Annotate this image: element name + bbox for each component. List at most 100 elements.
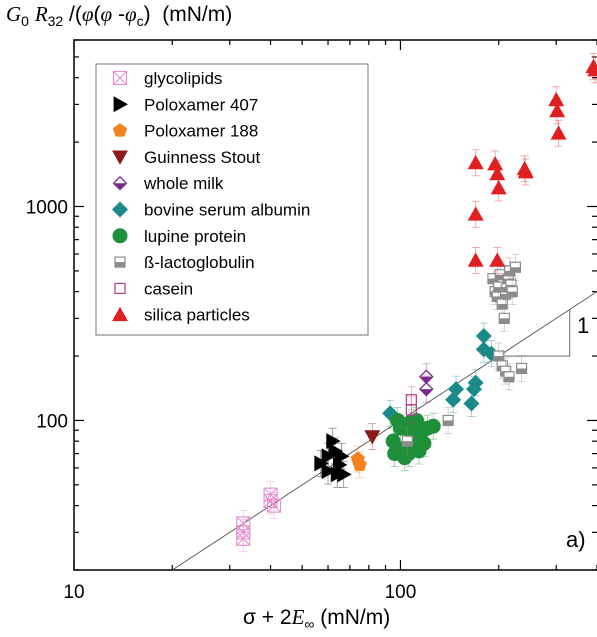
marker-fill bbox=[115, 262, 125, 268]
data-point bbox=[112, 201, 128, 218]
marker-fill bbox=[497, 304, 508, 310]
marker-fill bbox=[493, 287, 504, 293]
data-point bbox=[550, 125, 567, 140]
legend-label: Poloxamer 407 bbox=[144, 95, 258, 114]
panel-label: a) bbox=[566, 527, 586, 552]
data-point bbox=[114, 256, 126, 268]
marker-fill bbox=[419, 376, 433, 384]
data-point bbox=[515, 362, 528, 375]
data-point bbox=[467, 154, 484, 170]
slope-triangle bbox=[498, 309, 571, 357]
data-point bbox=[418, 381, 434, 397]
data-point bbox=[416, 436, 432, 452]
data-point bbox=[266, 498, 282, 513]
data-point bbox=[112, 306, 128, 322]
legend-entry: glycolipids bbox=[112, 69, 222, 88]
marker-cross bbox=[263, 494, 278, 508]
data-point bbox=[425, 418, 441, 434]
legend-label: Poloxamer 188 bbox=[144, 122, 258, 141]
data-point bbox=[467, 206, 484, 221]
data-point bbox=[352, 457, 367, 471]
data-point bbox=[405, 404, 418, 416]
legend-entry: casein bbox=[114, 279, 193, 298]
marker-cross bbox=[236, 531, 251, 546]
data-point bbox=[401, 435, 413, 447]
data-point bbox=[337, 466, 352, 483]
data-point bbox=[475, 328, 492, 345]
marker-fill bbox=[500, 293, 511, 299]
marker-outline bbox=[266, 498, 282, 513]
data-point bbox=[113, 96, 128, 113]
data-point bbox=[509, 261, 522, 273]
data-point bbox=[489, 165, 506, 181]
data-point bbox=[403, 414, 419, 430]
data-point bbox=[114, 282, 126, 295]
marker-fill bbox=[443, 420, 454, 426]
y-axis-label: G0 R32 /(φ(φ -φc) (mN/m) bbox=[6, 2, 233, 30]
legend-entry: ß-lactoglobulin bbox=[114, 253, 255, 272]
data-point bbox=[390, 412, 406, 428]
data-point bbox=[490, 180, 507, 195]
data-point bbox=[364, 430, 381, 445]
marker-fill bbox=[495, 274, 506, 280]
data-point bbox=[506, 286, 518, 298]
marker-cross bbox=[113, 71, 127, 85]
legend-entry: silica particles bbox=[112, 306, 250, 325]
marker-fill bbox=[113, 183, 127, 190]
data-point bbox=[385, 433, 401, 449]
marker-fill bbox=[503, 376, 514, 382]
data-point bbox=[112, 150, 128, 165]
marker-fill bbox=[504, 270, 515, 276]
legend-entry: whole milk bbox=[112, 174, 224, 193]
legend-entry: bovine serum albumin bbox=[112, 201, 310, 220]
legend-label: Guinness Stout bbox=[144, 148, 261, 167]
marker-fill bbox=[507, 291, 518, 297]
data-point bbox=[463, 395, 480, 412]
data-point bbox=[112, 175, 128, 191]
marker-outline bbox=[236, 531, 251, 546]
data-point bbox=[498, 312, 510, 324]
legend-entry: lupine protein bbox=[112, 227, 246, 246]
legend-label: ß-lactoglobulin bbox=[144, 253, 255, 272]
data-point bbox=[549, 102, 566, 118]
data-point bbox=[503, 371, 515, 383]
marker-fill bbox=[493, 356, 504, 362]
data-point bbox=[321, 463, 337, 480]
data-point bbox=[467, 252, 484, 267]
legend-label: lupine protein bbox=[144, 227, 246, 246]
marker-outline bbox=[112, 70, 128, 86]
data-point bbox=[236, 531, 251, 546]
marker-outline bbox=[263, 494, 278, 509]
data-point bbox=[442, 414, 454, 427]
data-point bbox=[112, 70, 128, 86]
y-tick-label: 1000 bbox=[26, 197, 68, 218]
marker-outline bbox=[236, 516, 251, 531]
data-point bbox=[112, 228, 128, 244]
data-point bbox=[489, 252, 506, 267]
data-point bbox=[314, 455, 329, 472]
legend-label: bovine serum albumin bbox=[144, 201, 310, 220]
data-point bbox=[335, 448, 350, 465]
data-points-layer bbox=[236, 53, 597, 553]
legend-entry: Guinness Stout bbox=[112, 148, 261, 167]
legend-label: silica particles bbox=[144, 306, 250, 325]
legend: glycolipids Poloxamer 407 Poloxamer 188 Gui… bbox=[95, 63, 369, 336]
data-point bbox=[517, 163, 534, 179]
plot-frame bbox=[73, 39, 597, 571]
slope-label: 1 bbox=[577, 313, 590, 338]
marker-fill bbox=[516, 368, 527, 374]
data-point bbox=[467, 374, 484, 391]
marker-fill bbox=[510, 267, 521, 273]
legend-label: whole milk bbox=[143, 174, 224, 193]
legend-entry: Poloxamer 407 bbox=[113, 95, 258, 114]
marker-fill bbox=[402, 441, 413, 447]
data-point bbox=[448, 381, 465, 398]
x-axis-label: σ + 2E∞ (mN/m) bbox=[243, 605, 391, 633]
x-tick-label: 10 bbox=[63, 582, 84, 603]
legend-label: casein bbox=[144, 279, 193, 298]
marker-fill bbox=[419, 389, 433, 396]
legend-box bbox=[95, 63, 369, 336]
marker-fill bbox=[499, 318, 510, 324]
legend-entry: Poloxamer 188 bbox=[112, 122, 258, 141]
